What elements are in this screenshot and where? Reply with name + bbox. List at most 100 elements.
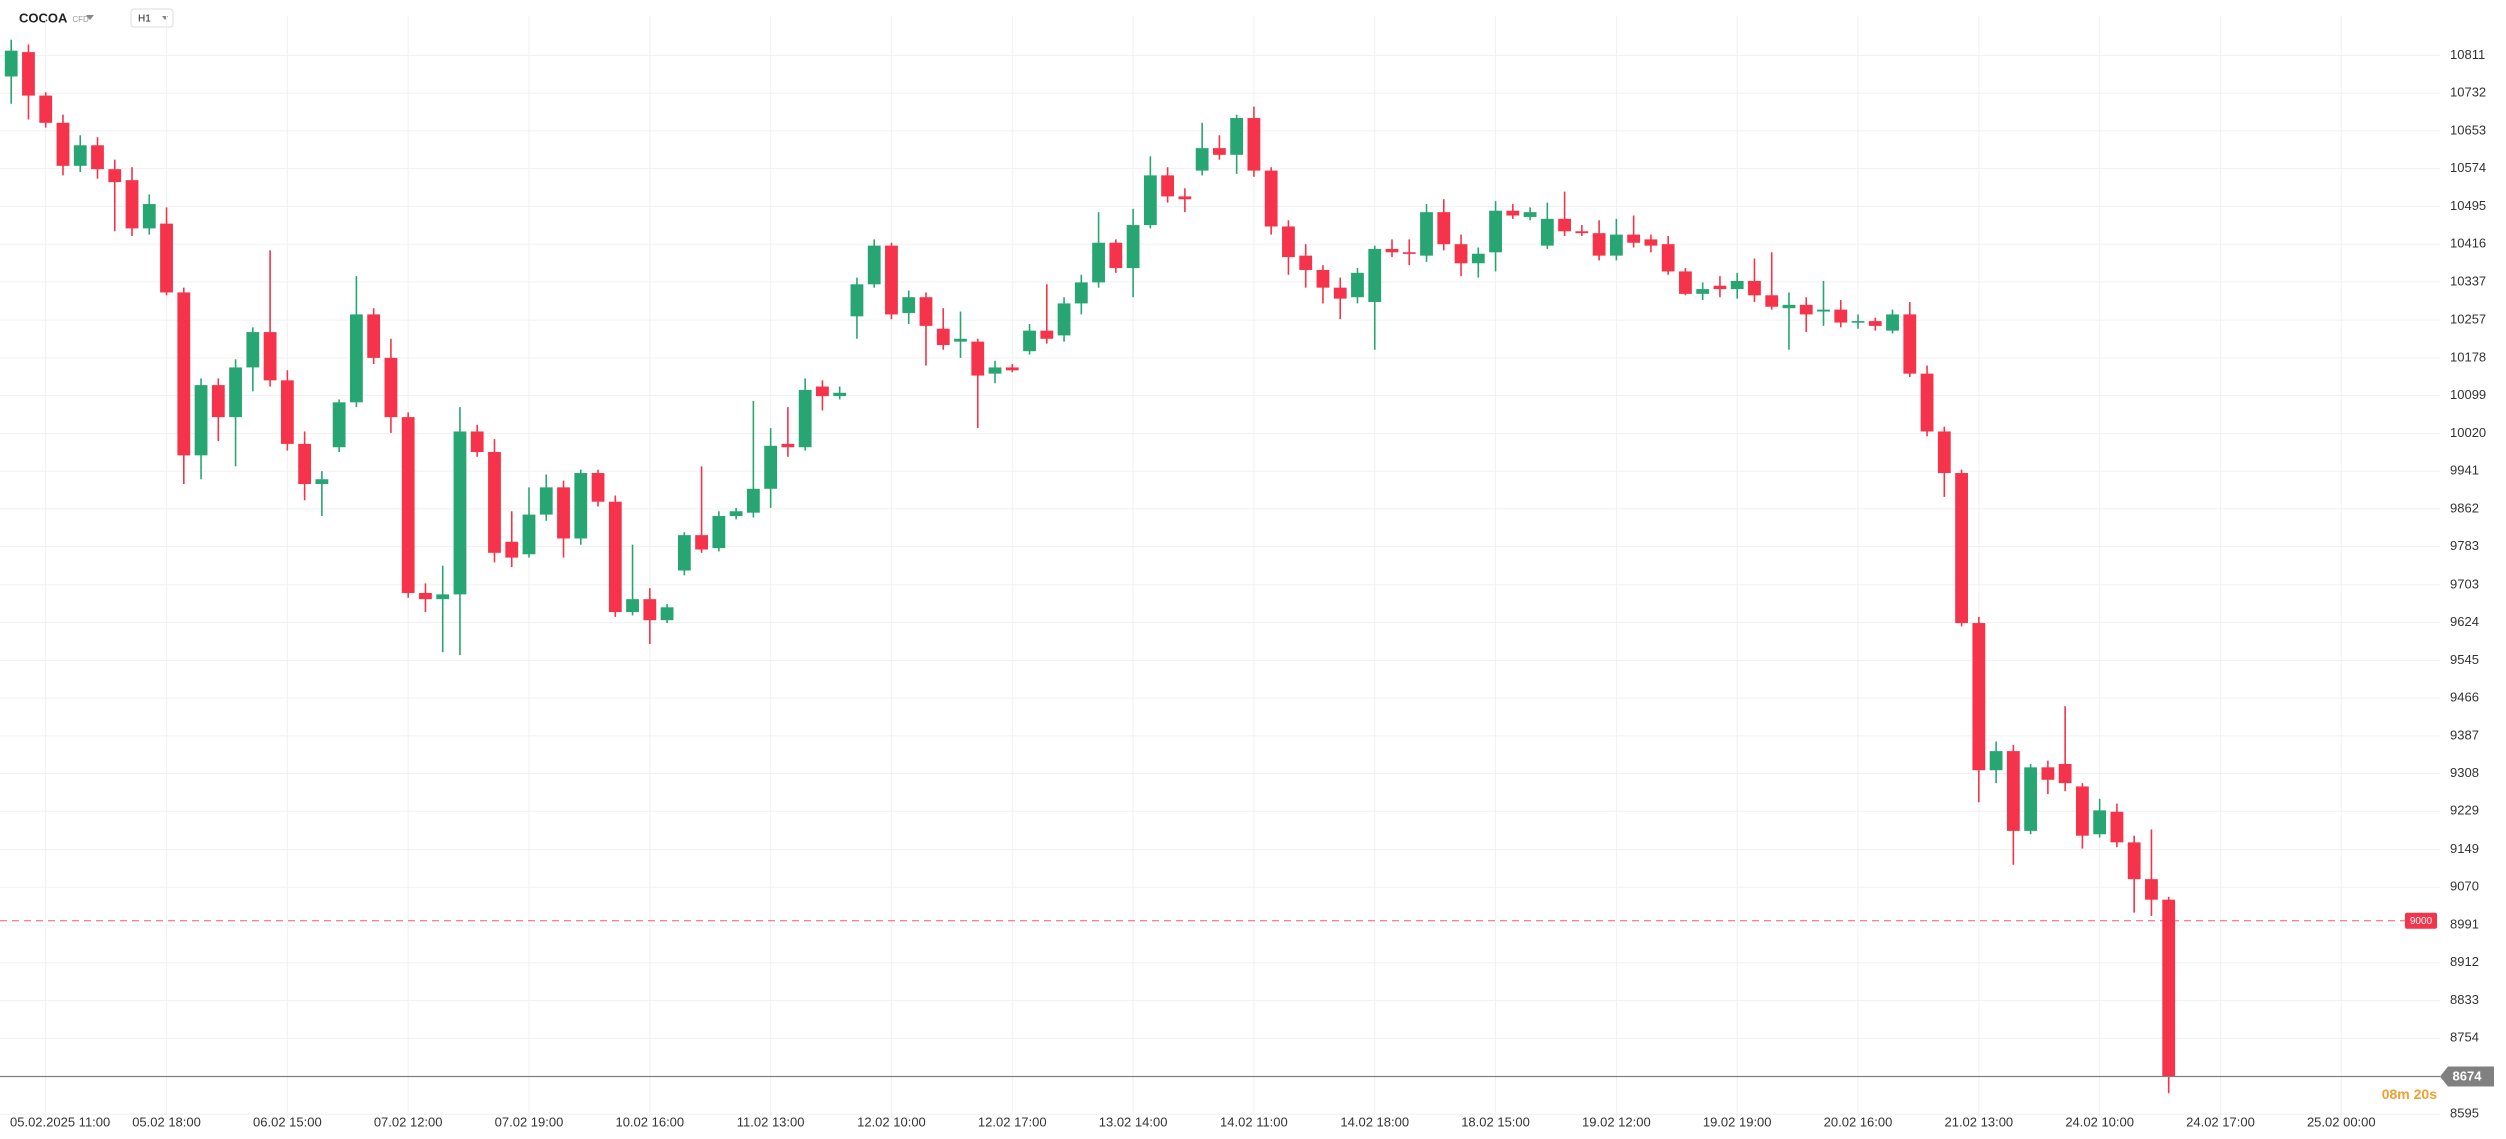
instrument-dropdown[interactable] — [86, 15, 94, 20]
y-tick-label: 9229 — [2450, 803, 2479, 818]
candle-body — [4, 50, 18, 77]
y-tick-label: 10732 — [2450, 85, 2486, 100]
candle-body — [1040, 330, 1054, 339]
candle-body — [1592, 233, 1606, 256]
x-tick-label: 05.02 18:00 — [132, 1114, 201, 1129]
x-tick-label: 24.02 10:00 — [2065, 1114, 2134, 1129]
candle-body — [1023, 330, 1036, 352]
candle-body — [885, 245, 898, 315]
candle-body — [1489, 210, 1502, 253]
candle-body — [1351, 272, 1364, 298]
candle-body — [798, 389, 812, 448]
candle-body — [729, 511, 743, 517]
candle-body — [2024, 767, 2038, 831]
candle-body — [1299, 255, 1313, 270]
candle-body — [608, 501, 622, 613]
candle-body — [177, 292, 191, 456]
x-tick-label: 18.02 15:00 — [1461, 1114, 1530, 1129]
candle-body — [1540, 218, 1554, 246]
candle-body — [108, 169, 122, 183]
candle-body — [384, 357, 398, 418]
candle-body — [1713, 285, 1727, 290]
x-tick-label: 21.02 13:00 — [1944, 1114, 2013, 1129]
candle-body — [160, 223, 173, 293]
candle-body — [2058, 764, 2072, 784]
candle-body — [2076, 786, 2089, 836]
candle-body — [1385, 248, 1399, 253]
candle-body — [436, 594, 450, 600]
x-tick-label: 07.02 12:00 — [374, 1114, 443, 1129]
y-tick-label: 9624 — [2450, 614, 2479, 629]
candle-body — [660, 607, 674, 621]
candle-body — [1903, 314, 1917, 374]
candle-body — [1506, 210, 1520, 216]
candle-body — [954, 338, 967, 342]
candle-body — [677, 535, 691, 571]
candle-body — [1333, 287, 1347, 299]
candle-body — [1454, 244, 1468, 264]
y-tick-label: 10495 — [2450, 198, 2486, 213]
timeframe-button[interactable] — [130, 8, 174, 28]
candle-body — [1247, 118, 1261, 171]
candle-body — [1661, 244, 1675, 272]
y-tick-label: 9545 — [2450, 652, 2479, 667]
candle-body — [1143, 175, 1157, 226]
candle-body — [1471, 253, 1485, 264]
candle-body — [971, 341, 985, 376]
candle-body — [522, 514, 536, 555]
current-price-tag — [2440, 1066, 2494, 1087]
candle-body — [263, 332, 277, 381]
candle-body — [1627, 234, 1641, 243]
y-tick-label: 9308 — [2450, 765, 2479, 780]
candle-body — [142, 204, 156, 229]
x-tick-label: 13.02 14:00 — [1099, 1114, 1168, 1129]
candle-body — [125, 180, 139, 229]
y-tick-label: 10653 — [2450, 122, 2486, 137]
candle-body — [1834, 309, 1848, 323]
candle-body — [1074, 282, 1088, 304]
candle-body — [1316, 269, 1330, 288]
candle-body — [1851, 321, 1865, 323]
y-tick-label: 8912 — [2450, 954, 2479, 969]
candle-body — [194, 385, 208, 456]
grid-layer — [0, 16, 2440, 1119]
candle-body — [1178, 196, 1192, 200]
y-tick-label: 9466 — [2450, 690, 2479, 705]
candle-body — [902, 297, 916, 313]
candle-body — [1782, 304, 1796, 309]
candle-body — [1972, 623, 1986, 771]
candle-body — [1920, 373, 1934, 432]
candle-body — [470, 431, 484, 453]
candle-body — [367, 314, 381, 358]
candle-body — [2041, 767, 2055, 780]
candle-body — [712, 516, 726, 549]
candle-body — [643, 599, 657, 621]
candle-body — [1368, 248, 1382, 302]
candle-body — [332, 402, 346, 448]
candle-body — [1817, 309, 1830, 312]
candle-body — [1730, 280, 1744, 290]
candle-body — [1696, 289, 1710, 294]
candle-body — [488, 452, 501, 553]
y-tick-label: 8595 — [2450, 1106, 2479, 1121]
candle-body — [298, 443, 312, 485]
y-tick-label: 9862 — [2450, 500, 2479, 515]
candle-body — [1868, 321, 1882, 326]
candle-body — [1437, 212, 1451, 245]
candle-body — [315, 479, 329, 485]
candle-body — [1213, 148, 1226, 155]
y-tick-label: 10178 — [2450, 349, 2486, 364]
y-tick-label: 10416 — [2450, 236, 2486, 251]
candle-body — [505, 541, 519, 558]
candle-body — [574, 473, 588, 539]
candle-body — [91, 145, 104, 170]
candle-body — [833, 392, 847, 397]
x-tick-label: 14.02 11:00 — [1220, 1114, 1288, 1129]
y-tick-label: 8991 — [2450, 916, 2479, 931]
candle-body — [1575, 231, 1589, 234]
x-tick-label: 24.02 17:00 — [2186, 1114, 2255, 1129]
countdown: 08m 20s — [2382, 1086, 2437, 1102]
candle-body — [764, 445, 778, 489]
candle-body — [1126, 225, 1140, 269]
